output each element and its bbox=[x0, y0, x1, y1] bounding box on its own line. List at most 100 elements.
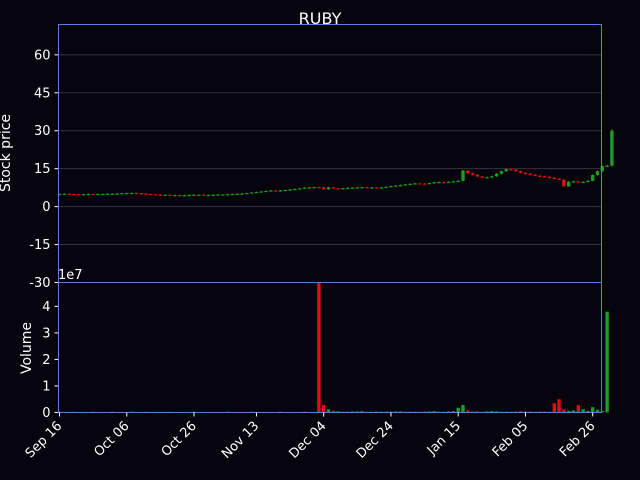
candle-body bbox=[437, 182, 441, 184]
candle-body bbox=[542, 176, 547, 178]
volume-bar bbox=[490, 411, 494, 413]
x-tick-label: Jan 15 bbox=[424, 419, 464, 459]
candle-body bbox=[269, 190, 273, 192]
volume-bar bbox=[360, 411, 364, 413]
volume-bar bbox=[355, 411, 360, 413]
candle-body bbox=[322, 187, 326, 190]
candle-body bbox=[528, 173, 532, 175]
candle-body bbox=[158, 194, 163, 196]
candle-body bbox=[389, 186, 393, 188]
candle-body bbox=[125, 192, 129, 195]
candle-body bbox=[173, 194, 177, 197]
volume-bar bbox=[542, 411, 547, 413]
x-tick-label: Oct 26 bbox=[159, 419, 200, 460]
price-tick-label: 45 bbox=[34, 86, 51, 101]
candle-body bbox=[326, 187, 331, 190]
price-tick-label: -15 bbox=[29, 238, 50, 253]
x-tick-label: Feb 05 bbox=[490, 419, 532, 461]
candle-body bbox=[177, 194, 182, 197]
candle-body bbox=[576, 181, 580, 183]
candle-body bbox=[533, 174, 537, 176]
volume-bar bbox=[422, 411, 427, 413]
volume-bar bbox=[591, 407, 595, 413]
candle-body bbox=[302, 187, 307, 189]
candle-body bbox=[235, 193, 239, 195]
price-tick-label: 0 bbox=[42, 200, 50, 215]
candle-body bbox=[403, 184, 408, 186]
volume-bar bbox=[600, 411, 604, 413]
candle-body bbox=[317, 187, 321, 189]
price-grid bbox=[58, 54, 602, 246]
volume-bar bbox=[475, 411, 480, 413]
candle-body bbox=[139, 193, 143, 195]
volume-bar bbox=[466, 410, 470, 413]
candle-body bbox=[595, 171, 600, 175]
volume-bar bbox=[494, 411, 499, 413]
volume-bar bbox=[528, 411, 532, 413]
candle-body bbox=[288, 189, 292, 191]
candle-body bbox=[312, 187, 316, 189]
candle-body bbox=[149, 193, 153, 196]
volume-bar bbox=[470, 411, 475, 413]
candle-body bbox=[273, 190, 278, 192]
candle-body bbox=[557, 178, 561, 180]
candle-body bbox=[264, 190, 268, 193]
candle-body bbox=[370, 187, 374, 189]
candle-body bbox=[514, 169, 518, 172]
x-tick-label: Feb 26 bbox=[557, 419, 599, 461]
candle-body bbox=[225, 194, 230, 196]
candle-body bbox=[586, 180, 590, 183]
candle-body bbox=[408, 183, 412, 186]
volume-bar bbox=[331, 410, 335, 413]
candle-body bbox=[446, 181, 451, 184]
candle-body bbox=[451, 181, 456, 183]
volume-bars bbox=[57, 282, 609, 413]
candle-body bbox=[442, 182, 446, 184]
candle-body bbox=[110, 193, 115, 195]
candle-body bbox=[144, 193, 148, 195]
price-y-label: Stock price bbox=[0, 114, 14, 192]
volume-bar bbox=[538, 411, 542, 413]
candle-body bbox=[547, 176, 552, 178]
candle-body bbox=[466, 170, 470, 174]
volume-bar bbox=[350, 411, 355, 413]
candle-body bbox=[197, 194, 201, 196]
candle-body bbox=[201, 194, 206, 196]
candle-body bbox=[153, 194, 158, 196]
candle-body bbox=[504, 169, 508, 172]
candle-body bbox=[494, 173, 499, 177]
candle-body bbox=[456, 180, 460, 183]
candle-body bbox=[470, 173, 475, 175]
volume-bar bbox=[605, 311, 609, 413]
candle-body bbox=[427, 183, 432, 185]
candle-body bbox=[240, 193, 244, 195]
candle-body bbox=[105, 193, 110, 195]
volume-bar bbox=[451, 411, 456, 413]
price-tick-label: 30 bbox=[34, 124, 51, 139]
candle-body bbox=[432, 182, 436, 184]
candle-body bbox=[297, 188, 302, 190]
candle-body bbox=[57, 193, 62, 196]
candle-body bbox=[129, 192, 134, 195]
volume-bar bbox=[326, 409, 331, 413]
volume-bar bbox=[461, 405, 465, 413]
candle-body bbox=[221, 194, 225, 196]
candle-body bbox=[398, 185, 403, 187]
candle-body bbox=[384, 186, 388, 189]
price-y-ticks: 60 45 30 15 0 -15 -30 bbox=[29, 48, 59, 291]
candle-body bbox=[581, 181, 585, 184]
candle-body bbox=[67, 193, 71, 195]
candle-body bbox=[552, 177, 556, 179]
volume-tick-label: 2 bbox=[42, 353, 50, 368]
candle-body bbox=[379, 187, 384, 189]
candle-body bbox=[562, 179, 566, 187]
volume-y-label: Volume bbox=[19, 322, 35, 374]
candle-body bbox=[499, 171, 504, 174]
volume-bar bbox=[518, 411, 523, 413]
volume-bar bbox=[552, 403, 556, 413]
candle-body bbox=[230, 193, 235, 196]
candle-body bbox=[610, 130, 614, 166]
candle-body bbox=[355, 187, 360, 189]
price-tick-label: 15 bbox=[34, 162, 51, 177]
